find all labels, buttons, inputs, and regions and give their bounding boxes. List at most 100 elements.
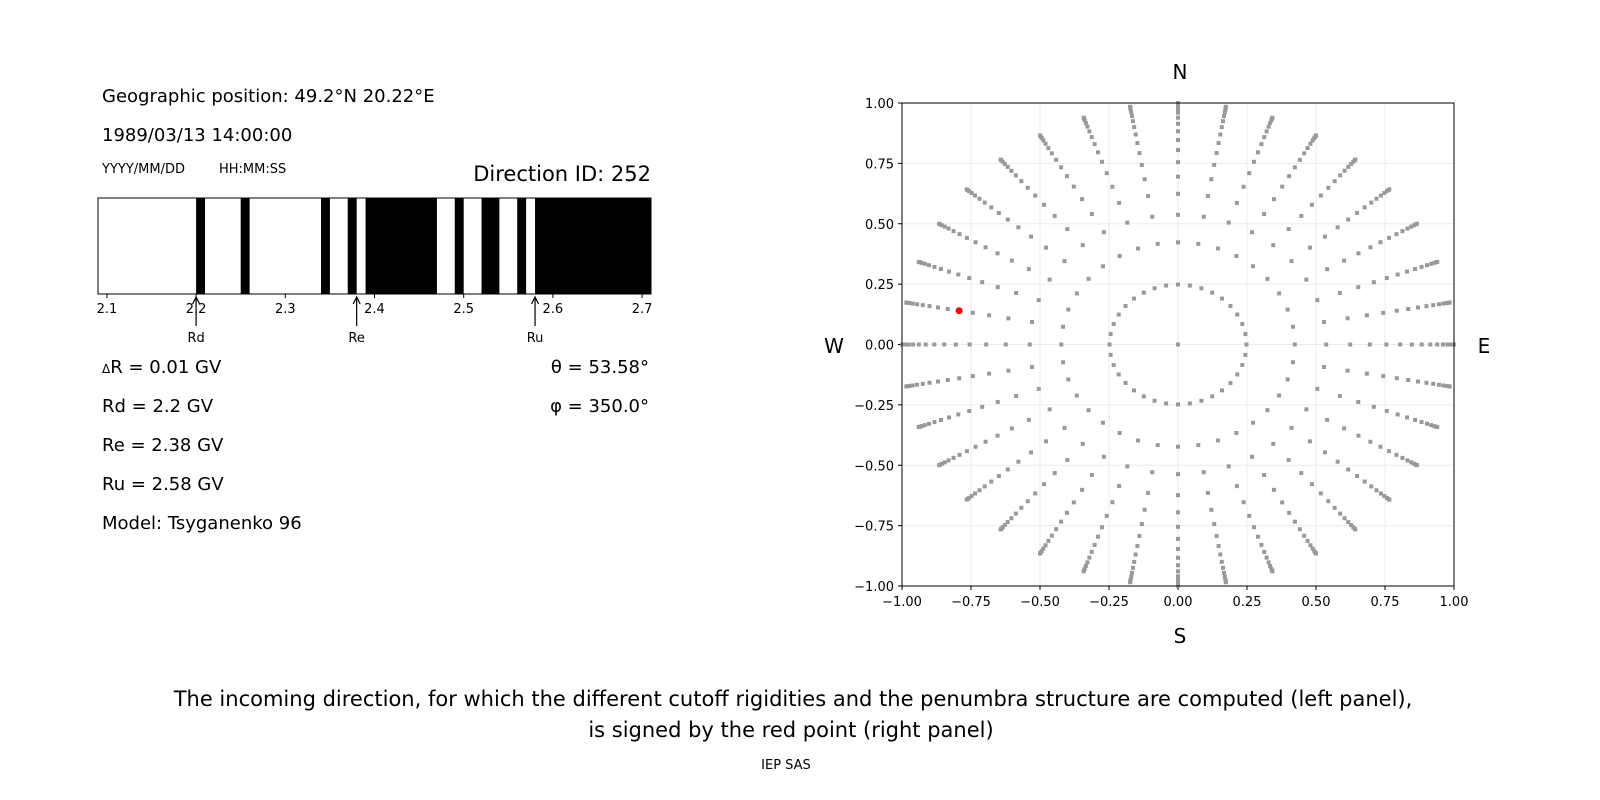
grid-point bbox=[1308, 141, 1313, 146]
grid-point bbox=[998, 527, 1003, 532]
grid-point bbox=[1345, 316, 1350, 321]
grid-point bbox=[1005, 217, 1010, 222]
grid-point bbox=[1036, 298, 1041, 303]
south-label: S bbox=[1174, 624, 1187, 648]
grid-point bbox=[927, 421, 932, 426]
forbidden-band bbox=[240, 198, 250, 294]
grid-point bbox=[1405, 269, 1410, 274]
grid-point bbox=[1398, 342, 1403, 347]
grid-point bbox=[1305, 146, 1310, 151]
grid-point bbox=[1405, 458, 1410, 463]
grid-point bbox=[1176, 148, 1180, 153]
grid-point bbox=[1414, 463, 1419, 468]
grid-point bbox=[1223, 580, 1228, 585]
grid-point bbox=[1349, 523, 1354, 528]
grid-point bbox=[1046, 538, 1051, 543]
grid-point bbox=[1394, 376, 1399, 381]
grid-point bbox=[1104, 171, 1109, 176]
grid-point bbox=[983, 439, 988, 444]
grid-point bbox=[1087, 555, 1092, 560]
grid-point bbox=[1277, 291, 1282, 296]
x-tick-label: 2.7 bbox=[632, 302, 653, 317]
grid-point bbox=[1355, 473, 1360, 478]
grid-point bbox=[1424, 304, 1429, 309]
grid-point bbox=[1129, 570, 1134, 575]
grid-point bbox=[1139, 162, 1144, 167]
grid-point bbox=[1364, 313, 1369, 318]
grid-point bbox=[1345, 368, 1350, 373]
grid-point bbox=[1176, 536, 1180, 541]
grid-point bbox=[1413, 417, 1418, 422]
grid-point bbox=[964, 187, 969, 192]
grid-point bbox=[937, 221, 942, 226]
grid-point bbox=[1435, 425, 1440, 430]
grid-point bbox=[1342, 426, 1347, 431]
grid-point bbox=[1049, 533, 1054, 538]
grid-point bbox=[1104, 513, 1109, 518]
grid-point bbox=[1135, 141, 1140, 146]
grid-point bbox=[1176, 137, 1180, 142]
x-tick-label: 0.50 bbox=[1302, 595, 1331, 610]
grid-point bbox=[1356, 285, 1361, 290]
grid-point bbox=[1243, 352, 1248, 357]
grid-point bbox=[996, 473, 1001, 478]
grid-point bbox=[1013, 173, 1018, 178]
x-tick-label: −0.50 bbox=[1020, 595, 1060, 610]
grid-point bbox=[1101, 454, 1106, 459]
grid-point bbox=[1212, 162, 1217, 167]
grid-point bbox=[1241, 184, 1246, 189]
grid-point bbox=[1125, 220, 1130, 225]
grid-point bbox=[1066, 307, 1071, 312]
grid-point bbox=[1266, 124, 1271, 129]
grid-point bbox=[1287, 174, 1292, 179]
grid-point bbox=[1228, 304, 1233, 309]
grid-point bbox=[1297, 527, 1302, 532]
grid-point bbox=[1142, 507, 1147, 512]
grid-point bbox=[1125, 464, 1130, 469]
grid-point bbox=[932, 264, 937, 269]
grid-point bbox=[915, 382, 920, 387]
grid-point bbox=[1271, 487, 1276, 492]
grid-point bbox=[1265, 276, 1270, 281]
grid-point bbox=[1128, 104, 1133, 109]
grid-point bbox=[1009, 258, 1014, 263]
grid-point bbox=[1107, 342, 1112, 347]
grid-point bbox=[1270, 115, 1275, 120]
grid-point bbox=[977, 196, 982, 201]
grid-point bbox=[1025, 185, 1030, 190]
x-tick-label: 2.3 bbox=[275, 302, 296, 317]
grid-point bbox=[946, 415, 951, 420]
grid-point bbox=[977, 488, 982, 493]
grid-point bbox=[916, 259, 921, 264]
grid-point bbox=[1139, 522, 1144, 527]
grid-point bbox=[1117, 254, 1122, 259]
grid-point bbox=[946, 269, 951, 274]
grid-point bbox=[1310, 546, 1315, 551]
grid-point bbox=[1277, 393, 1282, 398]
grid-point bbox=[1216, 543, 1221, 548]
grid-point bbox=[1209, 177, 1214, 182]
grid-point bbox=[956, 412, 961, 417]
grid-point bbox=[1033, 491, 1038, 496]
delta-r: ΔR = 0.01 GV bbox=[102, 357, 222, 378]
grid-point bbox=[1214, 533, 1219, 538]
grid-point bbox=[945, 378, 950, 383]
caption-line-1: The incoming direction, for which the di… bbox=[173, 687, 1413, 711]
grid-point bbox=[927, 304, 932, 309]
grid-point bbox=[1130, 565, 1135, 570]
grid-point bbox=[1128, 580, 1133, 585]
grid-point bbox=[1310, 138, 1315, 143]
grid-point bbox=[1061, 360, 1066, 365]
grid-point bbox=[1201, 214, 1206, 219]
grid-point bbox=[920, 381, 925, 386]
grid-point bbox=[1429, 423, 1434, 428]
grid-point bbox=[1062, 425, 1067, 430]
grid-point bbox=[1255, 150, 1260, 155]
grid-point bbox=[995, 433, 1000, 438]
grid-point bbox=[1005, 520, 1010, 525]
grid-point bbox=[1371, 280, 1376, 285]
grid-point bbox=[1116, 372, 1121, 377]
delta-r-value: R = 0.01 GV bbox=[110, 357, 222, 378]
grid-point bbox=[1448, 342, 1453, 347]
phi-value: φ = 350.0° bbox=[550, 396, 649, 417]
